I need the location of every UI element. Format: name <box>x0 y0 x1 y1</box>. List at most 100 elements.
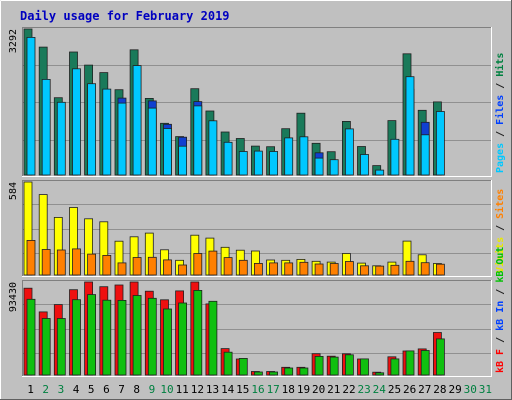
bar-pages-day-24 <box>375 169 385 176</box>
bar-pages-day-27 <box>420 134 430 176</box>
bar-sites-day-17 <box>269 262 279 276</box>
bar-kb-out-day-14 <box>223 351 233 376</box>
bar-pages-day-16 <box>253 150 263 176</box>
bar-kb-out-day-9 <box>147 297 157 376</box>
bar-sites-day-8 <box>132 257 142 276</box>
bar-kb-out-day-23 <box>360 358 369 376</box>
bar-sites-day-23 <box>360 265 369 276</box>
day-label-22: 22 <box>342 383 355 396</box>
bar-pages-day-21 <box>329 159 339 176</box>
legend-entry: / <box>495 219 506 237</box>
bar-sites-day-20 <box>314 263 324 276</box>
day-label-18: 18 <box>282 383 295 396</box>
bar-sites-day-21 <box>329 263 339 276</box>
panels: 3292 Pages / Files / Hits 584 Visits / Site… <box>8 27 506 377</box>
bar-sites-day-9 <box>147 256 157 276</box>
bar-pages-day-12 <box>193 105 203 176</box>
bar-pages-day-11 <box>178 145 188 176</box>
day-label-29: 29 <box>448 383 461 396</box>
day-label-25: 25 <box>388 383 401 396</box>
bar-kb-out-day-22 <box>344 354 354 376</box>
legend-entry: / <box>495 283 506 301</box>
bar-sites-day-7 <box>117 262 127 276</box>
bar-kb-out-day-28 <box>435 338 445 376</box>
day-label-5: 5 <box>88 383 95 396</box>
bar-kb-out-day-25 <box>390 358 400 376</box>
day-label-26: 26 <box>403 383 416 396</box>
day-label-23: 23 <box>357 383 370 396</box>
bar-kb-out-day-20 <box>314 355 324 376</box>
bar-kb-out-day-21 <box>329 356 339 376</box>
legend-entry: Pages <box>495 143 506 173</box>
bar-pages-day-15 <box>238 151 248 176</box>
bar-kb-out-day-18 <box>284 367 294 376</box>
bar-kb-out-day-17 <box>269 371 279 376</box>
bar-sites-day-1 <box>26 239 36 276</box>
axis-max-label: 93430 <box>8 282 19 312</box>
day-label-7: 7 <box>118 383 125 396</box>
day-label-1: 1 <box>27 383 34 396</box>
bar-sites-day-12 <box>193 253 203 276</box>
axis-max-label: 584 <box>8 182 19 200</box>
bar-kb-out-day-5 <box>87 294 96 376</box>
panel-1: 3292 Pages / Files / Hits <box>8 27 506 177</box>
day-label-20: 20 <box>312 383 325 396</box>
axis-max-label: 3292 <box>8 29 19 53</box>
legend-entry: Sites <box>494 189 506 219</box>
bar-kb-out-day-10 <box>163 308 172 376</box>
day-label-2: 2 <box>42 383 49 396</box>
day-label-6: 6 <box>103 383 110 396</box>
legend-entry: Files <box>494 95 506 125</box>
bar-pages-day-8 <box>132 65 142 176</box>
bar-kb-out-day-12 <box>193 289 203 376</box>
chart-title: Daily usage for February 2019 <box>20 9 230 23</box>
bar-pages-day-25 <box>390 138 400 176</box>
bar-kb-out-day-13 <box>208 300 218 376</box>
bar-kb-out-day-4 <box>72 299 81 376</box>
day-label-21: 21 <box>327 383 340 396</box>
day-label-16: 16 <box>251 383 264 396</box>
bar-pages-day-9 <box>147 107 157 176</box>
panel-3: 93430 kB F / kB In / kB Out <box>8 247 506 377</box>
bar-sites-day-16 <box>253 262 263 276</box>
day-label-9: 9 <box>149 383 156 396</box>
day-label-13: 13 <box>206 383 219 396</box>
vertical-legend-2: Visits / Sites <box>494 189 506 273</box>
bar-kb-out-day-15 <box>238 357 248 376</box>
bar-kb-out-day-8 <box>132 295 142 376</box>
legend-entry: / <box>495 125 506 143</box>
bar-pages-day-22 <box>344 128 354 176</box>
bar-sites-day-19 <box>299 261 309 276</box>
bar-sites-day-22 <box>344 261 354 276</box>
day-label-28: 28 <box>433 383 446 396</box>
bar-sites-day-24 <box>375 265 385 276</box>
day-label-30: 30 <box>464 383 477 396</box>
day-label-12: 12 <box>191 383 204 396</box>
bar-sites-day-18 <box>284 262 294 276</box>
legend-entry: / <box>495 77 506 95</box>
bar-pages-day-7 <box>117 102 127 176</box>
day-labels: 1 2 3 4 5 6 7 8 9 10 11 12 13 14 15 16 17 18 19 20 21 22 23 24 2… <box>27 383 492 396</box>
bar-pages-day-13 <box>208 120 218 176</box>
day-label-27: 27 <box>418 383 431 396</box>
bar-sites-day-3 <box>56 249 66 276</box>
day-label-3: 3 <box>58 383 65 396</box>
bar-pages-day-3 <box>56 101 66 176</box>
day-label-10: 10 <box>160 383 173 396</box>
bar-sites-day-6 <box>102 254 112 276</box>
day-label-11: 11 <box>176 383 189 396</box>
bar-kb-out-day-19 <box>299 367 309 376</box>
bar-sites-day-10 <box>163 259 172 276</box>
bar-kb-out-day-7 <box>117 299 127 376</box>
bar-sites-day-11 <box>178 264 188 276</box>
bar-pages-day-23 <box>360 154 369 176</box>
bar-pages-day-10 <box>163 128 172 176</box>
bar-pages-day-28 <box>435 111 445 176</box>
bar-pages-day-20 <box>314 157 324 176</box>
vertical-legend-3: kB F / kB In / kB Out <box>495 247 506 373</box>
bar-sites-day-26 <box>405 260 415 276</box>
bar-sites-day-2 <box>41 249 51 276</box>
day-label-15: 15 <box>236 383 249 396</box>
bar-kb-out-day-26 <box>405 350 415 376</box>
